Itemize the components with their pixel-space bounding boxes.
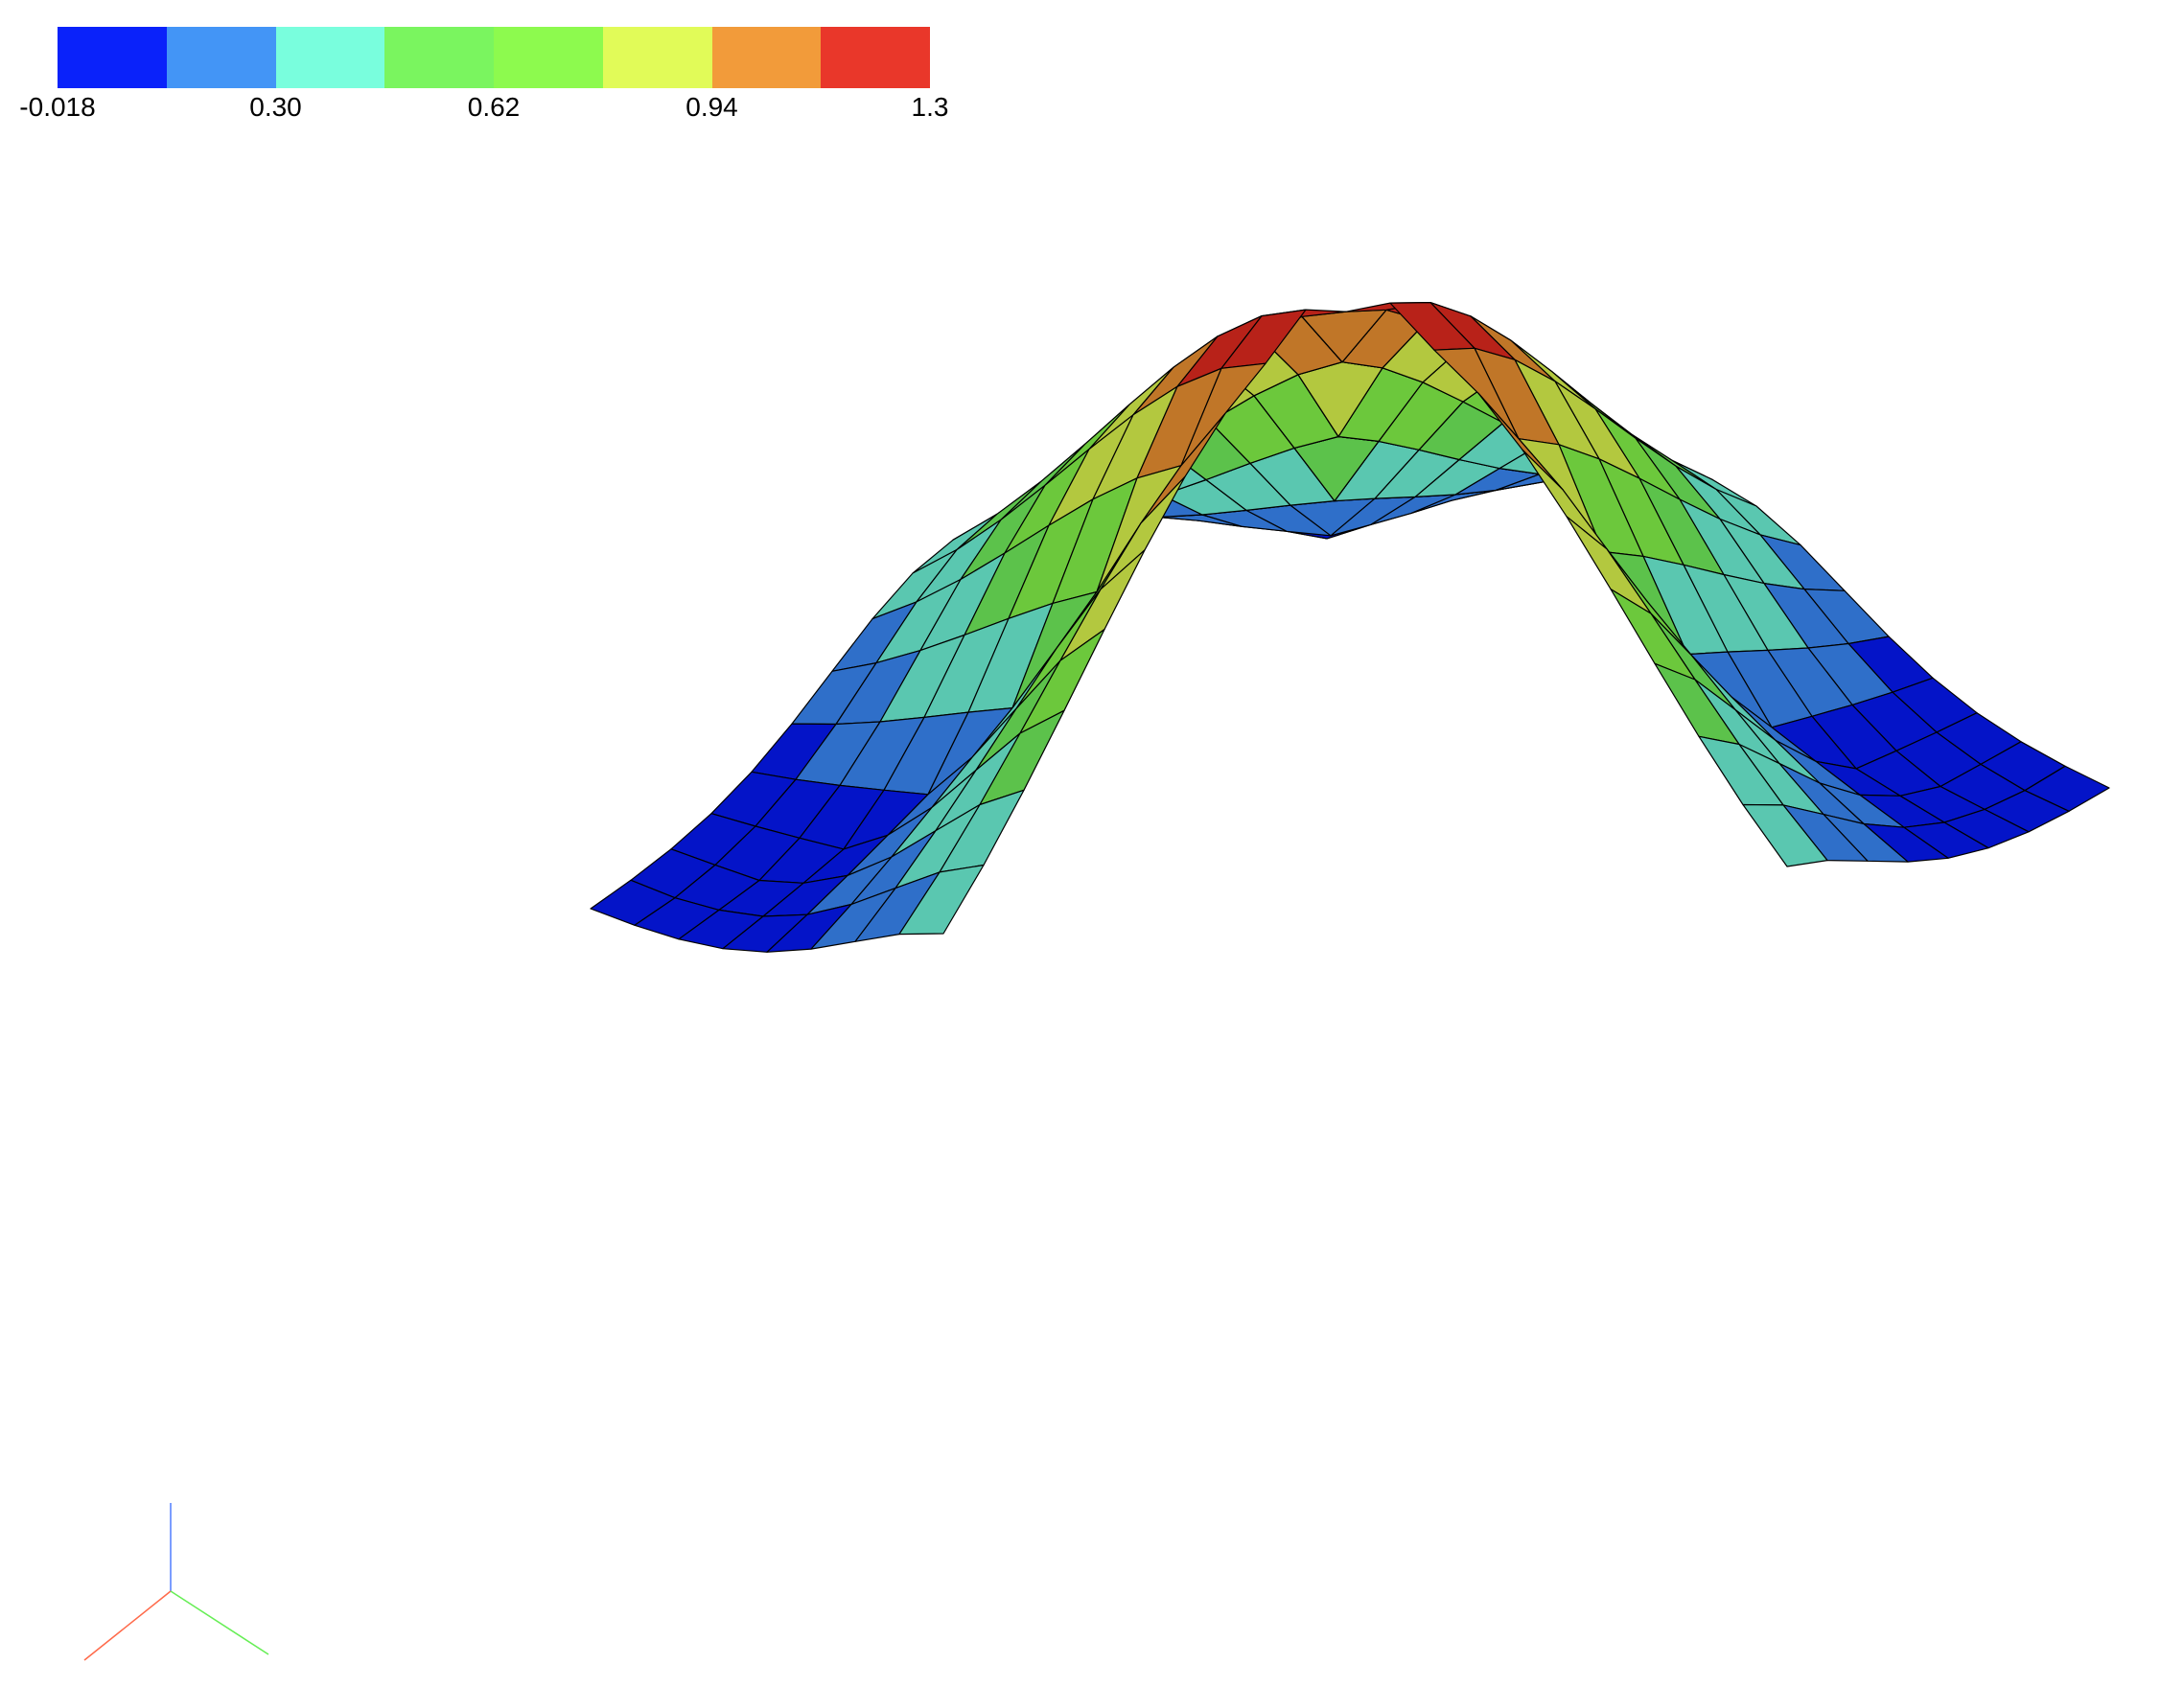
scalar-bar bbox=[58, 27, 930, 88]
scalar-bar-swatch-7 bbox=[821, 27, 930, 88]
scalar-bar-label-4: 1.3 bbox=[911, 92, 949, 122]
scalar-bar-label-0: -0.018 bbox=[19, 92, 96, 122]
scalar-bar-label-2: 0.62 bbox=[467, 92, 521, 122]
scalar-bar-swatch-2 bbox=[275, 27, 385, 88]
scalar-bar-swatch-1 bbox=[166, 27, 276, 88]
x-axis-line bbox=[83, 1590, 172, 1661]
scalar-bar-swatch-6 bbox=[711, 27, 822, 88]
scalar-bar-swatch-0 bbox=[58, 27, 167, 88]
scalar-bar-swatch-4 bbox=[494, 27, 603, 88]
y-axis-line bbox=[170, 1590, 269, 1655]
scalar-bar-labels: -0.018 0.30 0.62 0.94 1.3 bbox=[19, 92, 948, 125]
surface-cell bbox=[898, 864, 985, 936]
scalar-bar-swatch-3 bbox=[384, 27, 494, 88]
surface-plot bbox=[590, 302, 2110, 953]
scalar-bar-label-1: 0.30 bbox=[249, 92, 302, 122]
orientation-axes bbox=[83, 1503, 269, 1661]
surface-cell bbox=[1742, 803, 1828, 867]
scalar-bar-swatch-5 bbox=[602, 27, 712, 88]
scalar-bar-label-3: 0.94 bbox=[685, 92, 738, 122]
